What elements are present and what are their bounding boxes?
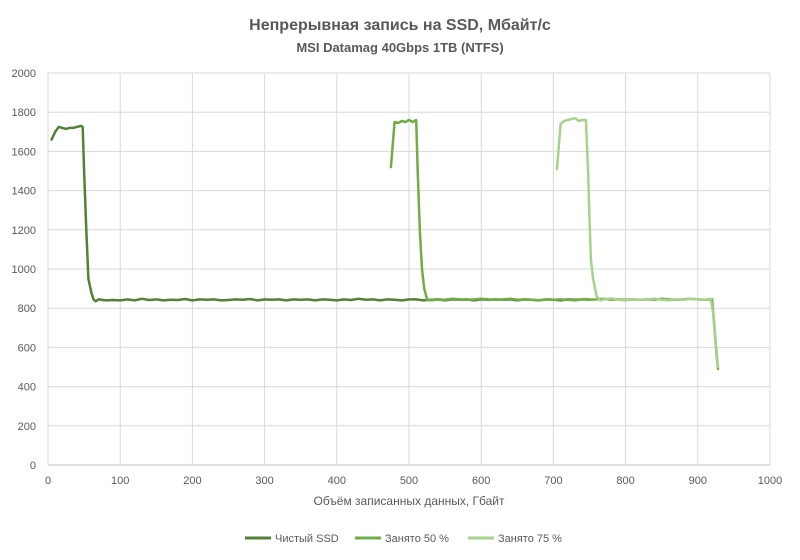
y-tick-label: 600 (18, 342, 36, 354)
y-tick-label: 200 (18, 421, 36, 433)
x-tick-label: 700 (544, 475, 562, 487)
x-tick-label: 400 (328, 475, 346, 487)
x-tick-label: 1000 (758, 475, 782, 487)
x-tick-label: 800 (616, 475, 634, 487)
grid-layer (47, 72, 771, 466)
x-tick-label: 0 (45, 475, 51, 487)
y-tick-label: 1800 (12, 107, 36, 119)
y-tick-label: 2000 (12, 68, 36, 80)
series-line-3 (555, 116, 720, 369)
series-layer (50, 116, 720, 371)
legend-label-2: Занято 50 % (385, 533, 449, 545)
x-tick-label: 100 (111, 475, 129, 487)
tick-layer: 0 200 400 600 800 1000 1200 1400 1600 1800 2000 0 10… (12, 68, 783, 487)
x-axis-title: Объём записанных данных, Гбайт (313, 494, 505, 508)
legend: Чистый SSD Занято 50 % Занято 75 % (245, 533, 562, 545)
x-tick-label: 600 (472, 475, 490, 487)
x-tick-label: 900 (689, 475, 707, 487)
y-tick-label: 400 (18, 382, 36, 394)
series-line-1 (50, 124, 591, 303)
legend-label-3: Занято 75 % (498, 533, 562, 545)
y-tick-label: 1400 (12, 186, 36, 198)
y-tick-label: 1600 (12, 146, 36, 158)
x-tick-label: 200 (183, 475, 201, 487)
x-tick-label: 300 (255, 475, 273, 487)
x-tick-label: 500 (400, 475, 418, 487)
y-tick-label: 800 (18, 303, 36, 315)
y-tick-label: 0 (30, 460, 36, 472)
chart-subtitle: MSI Datamag 40Gbps 1TB (NTFS) (296, 40, 503, 55)
y-tick-label: 1000 (12, 264, 36, 276)
legend-label-1: Чистый SSD (275, 533, 339, 545)
chart-title: Непрерывная запись на SSD, Мбайт/с (249, 17, 551, 34)
series-line-2 (389, 118, 720, 371)
y-tick-label: 1200 (12, 225, 36, 237)
